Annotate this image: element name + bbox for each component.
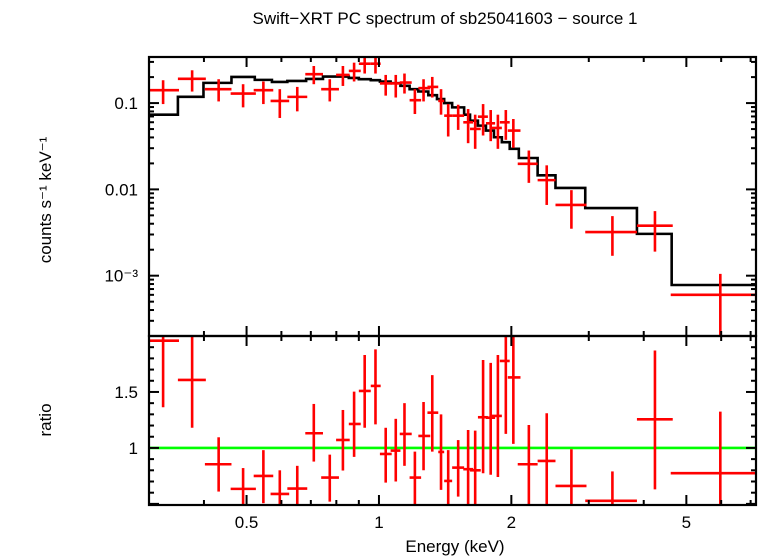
spectrum-data-point [409,89,422,115]
spectrum-data-point [499,110,510,140]
spectrum-data-point [253,81,274,105]
ratio-data-point [336,409,350,471]
ratio-data-point [463,430,474,505]
spectrum-data-point [399,73,412,94]
ratio-data-point [230,468,256,505]
ratio-frame [147,334,758,507]
spectrum-panel [149,57,756,336]
spectrum-data-point [336,65,350,86]
spectrum-data-point [321,79,339,102]
ratio-data-point [253,450,274,504]
spectrum-data-point [463,109,474,144]
ratio-data-point [321,454,339,502]
spectrum-data-point [204,79,232,102]
spectrum-data-point [537,165,556,205]
spectrum-data-point [305,65,323,85]
ratio-data-point [390,418,401,482]
y-tick-label: 0.01 [105,180,138,199]
spectrum-data-point [470,114,481,149]
ratio-data-point [399,403,412,466]
ratio-data-point [270,470,290,505]
spectrum-data-point [438,89,445,115]
spectrum-data-point [636,211,673,252]
ratio-data-point [149,336,179,408]
spectrum-data-point [491,114,502,149]
y-axis-label-spectrum: counts s⁻¹ keV⁻¹ [36,136,55,263]
model-step-line [149,75,756,287]
ratio-data-point [177,336,206,428]
ratio-data-point [470,430,481,505]
ratio-panel [149,336,756,505]
x-tick-label: 5 [682,513,691,532]
spectrum-data-point [670,273,756,336]
spectrum-data-point [477,104,488,136]
ratio-data-point [585,471,637,505]
ratio-data-point [348,391,361,457]
ratio-data-point [409,451,422,505]
ratio-data-point [537,413,556,505]
ratio-data-point [379,427,392,483]
spectrum-data-point [507,119,521,148]
spectrum-data-point [585,216,637,256]
ratio-data-point [517,424,538,505]
ratio-data-point [305,403,323,462]
ratio-data-point [358,355,371,428]
y-tick-label: 1 [129,439,138,458]
spectrum-frame [147,55,758,338]
spectrum-data-point [358,57,371,74]
spectrum-data-point [555,190,587,229]
ratio-data-point [370,349,381,425]
y-tick-label: 0.1 [114,94,138,113]
chart-title: Swift−XRT PC spectrum of sb25041603 − so… [253,9,638,28]
ratio-data-point [507,336,521,444]
ratio-data-point [485,362,496,475]
axes: 0.5 1 2 5 0.1 0.01 10⁻³ 1.5 1 [104,55,758,532]
spectrum-data-point [517,150,538,183]
ratio-data-point [438,414,445,490]
spectrum-data-point [390,74,401,98]
ratio-data-point [491,355,502,478]
ratio-data-point [204,437,232,492]
spectrum-data-point [177,70,206,92]
x-tick-label: 0.5 [235,513,259,532]
ratio-data-point [418,402,431,471]
spectrum-data-point [485,110,496,142]
ratio-data-point [670,411,756,505]
y-tick-label: 1.5 [114,383,138,402]
spectrum-data-point [348,62,361,82]
x-tick-label: 2 [507,513,516,532]
spectrum-data-point [452,104,465,130]
y-axis-label-ratio: ratio [36,403,55,436]
spectrum-data-point [149,80,179,105]
ratio-data-point [427,375,439,452]
spectrum-data-point [287,86,308,112]
spectrum-data-point [230,84,256,108]
ratio-data-point [499,336,510,434]
ratio-data-point [287,465,308,505]
spectrum-data-point [270,89,290,118]
x-tick-label: 1 [374,513,383,532]
spectrum-data-point [427,76,439,98]
y-tick-label: 10⁻³ [104,267,138,286]
spectrum-data-point [379,74,392,96]
ratio-data-point [636,350,673,490]
ratio-data-point [452,440,465,497]
spectrum-data-point [444,104,453,137]
x-axis-label: Energy (keV) [405,537,504,556]
